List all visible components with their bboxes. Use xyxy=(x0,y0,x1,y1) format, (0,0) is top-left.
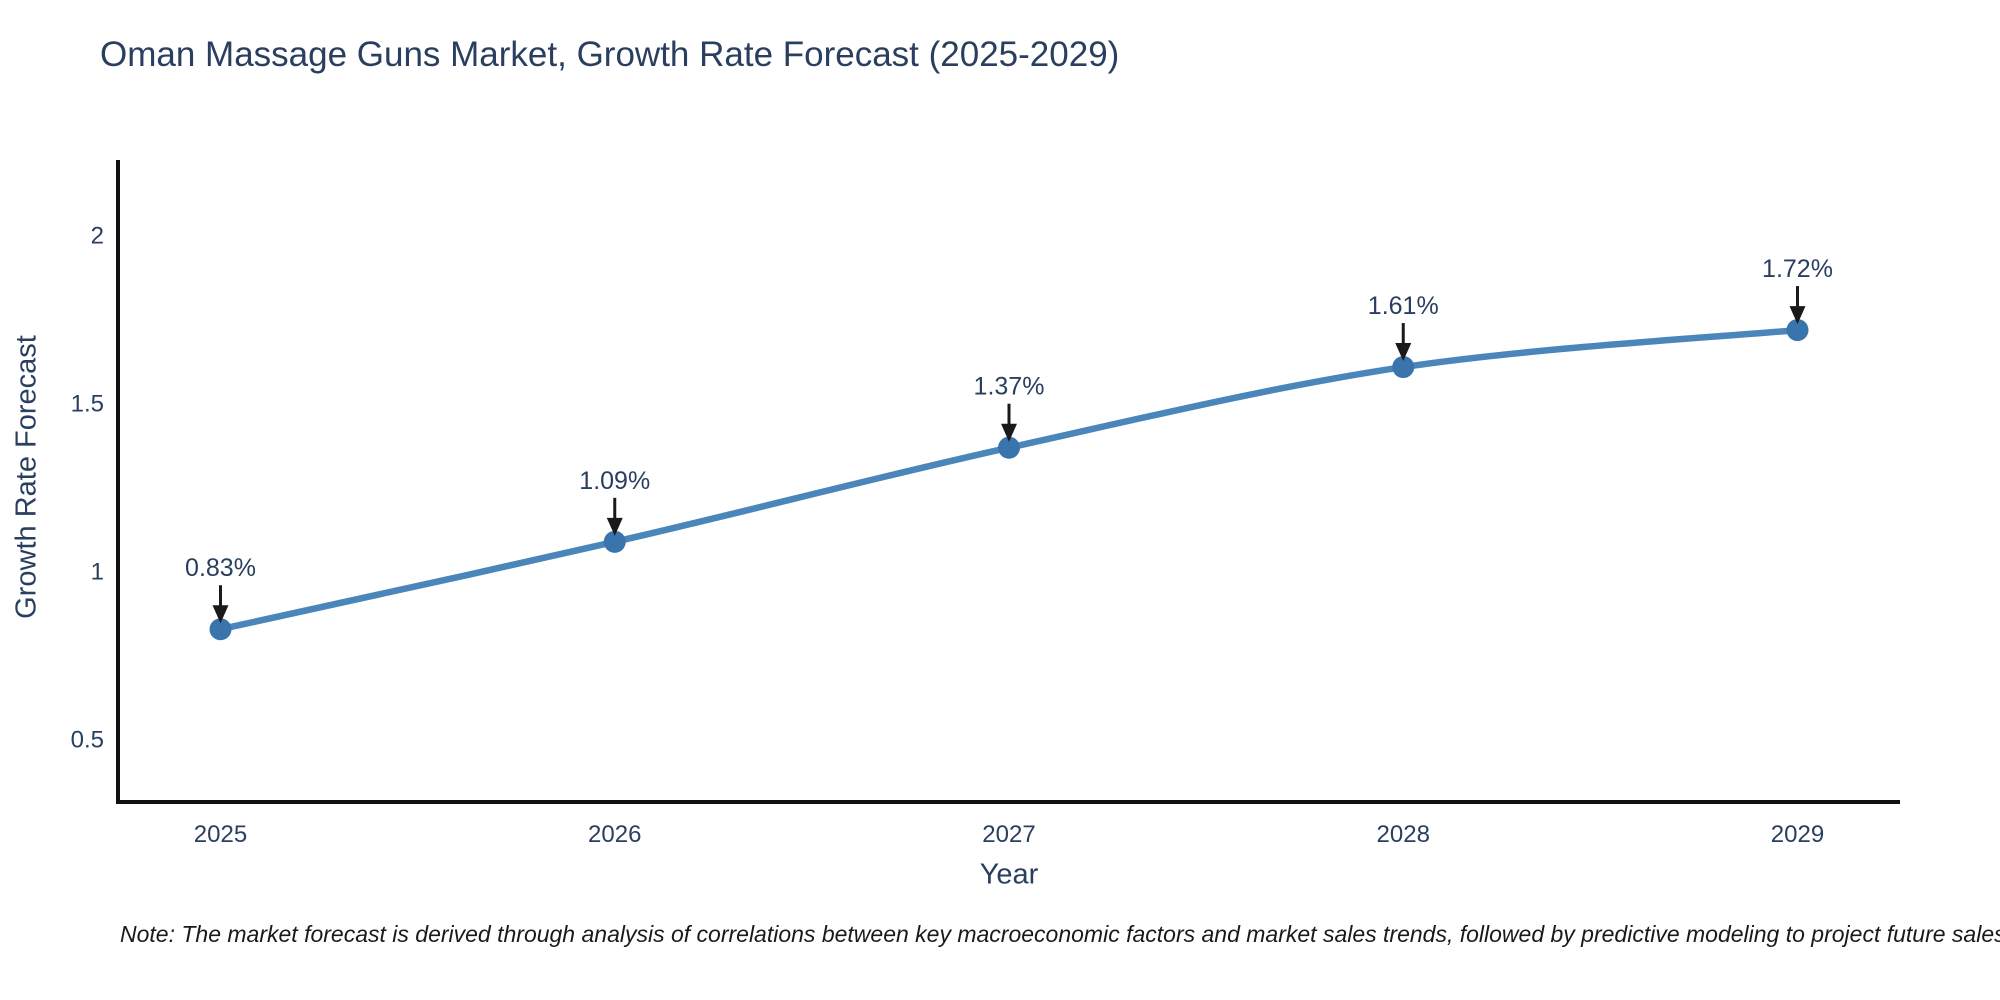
annotation-arrow-head xyxy=(606,517,623,536)
y-tick-label: 1 xyxy=(91,559,104,586)
annotation-arrow-head xyxy=(1395,343,1412,362)
footnote: Note: The market forecast is derived thr… xyxy=(120,921,2000,947)
point-annotation-label: 1.37% xyxy=(974,373,1045,401)
data-point-marker[interactable] xyxy=(1786,319,1809,342)
x-tick-label: 2028 xyxy=(1377,821,1430,848)
annotation-arrow-head xyxy=(1001,423,1017,442)
chart-title: Oman Massage Guns Market, Growth Rate Fo… xyxy=(100,35,1120,74)
data-point-marker[interactable] xyxy=(1392,356,1415,379)
point-annotation-label: 1.61% xyxy=(1368,292,1439,320)
y-tick-label: 1.5 xyxy=(71,391,104,418)
data-point-marker[interactable] xyxy=(209,618,232,641)
x-axis-title: Year xyxy=(979,858,1039,891)
y-tick-label: 2 xyxy=(91,222,104,249)
point-annotation-label: 1.72% xyxy=(1762,255,1833,283)
point-annotation-label: 1.09% xyxy=(579,467,650,495)
x-tick-label: 2027 xyxy=(982,821,1035,848)
point-annotation-label: 0.83% xyxy=(185,554,256,582)
data-point-marker[interactable] xyxy=(998,436,1020,459)
axis-lines xyxy=(116,160,1900,804)
x-tick-label: 2025 xyxy=(194,821,247,848)
annotation-arrow-head xyxy=(1789,306,1806,325)
data-point-marker[interactable] xyxy=(603,530,626,553)
annotation-arrow-head xyxy=(212,605,229,624)
x-tick-label: 2029 xyxy=(1771,821,1824,848)
x-tick-label: 2026 xyxy=(588,821,641,848)
y-axis-title: Growth Rate Forecast xyxy=(10,335,43,619)
y-tick-label: 0.5 xyxy=(71,727,104,754)
